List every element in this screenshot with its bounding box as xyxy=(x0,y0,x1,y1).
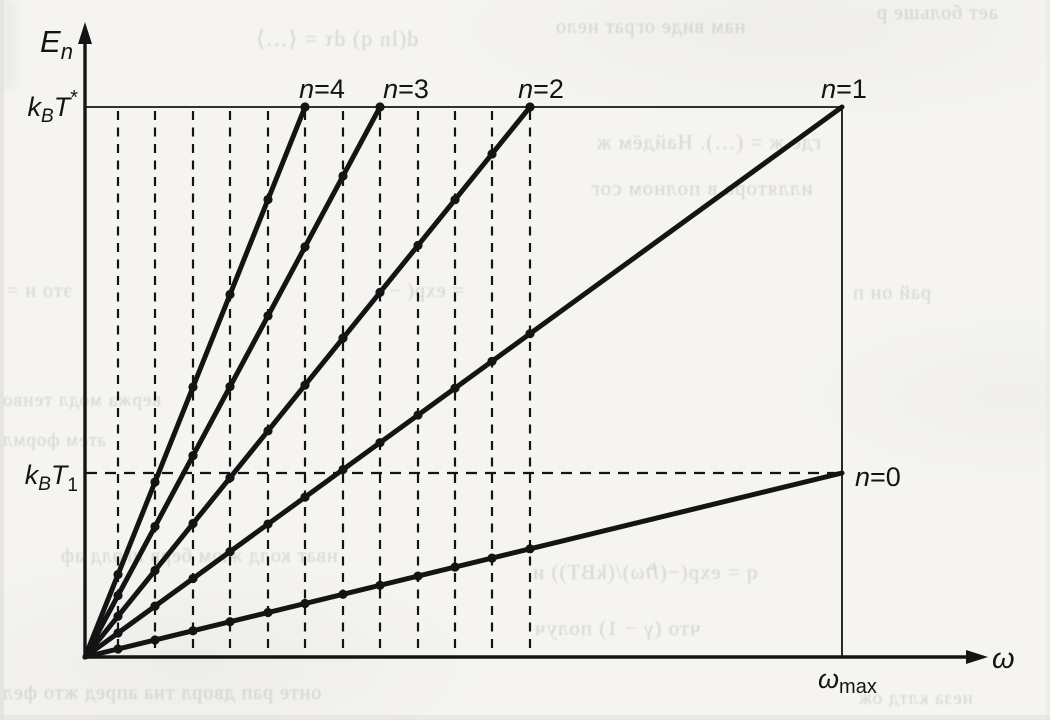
y-axis-title: En xyxy=(40,24,73,64)
data-point-n1 xyxy=(525,329,535,339)
data-point-n2 xyxy=(487,149,497,159)
data-point-n0 xyxy=(225,617,235,627)
data-point-n2 xyxy=(113,611,123,621)
data-point-n0 xyxy=(413,571,423,581)
data-point-n1 xyxy=(338,464,348,475)
data-point-n1 xyxy=(188,573,198,584)
series-label-n0: n=0 xyxy=(855,462,901,492)
data-point-n0 xyxy=(487,553,497,563)
y-axis-arrowhead xyxy=(78,22,92,44)
data-point-n0 xyxy=(375,580,385,590)
data-point-n4 xyxy=(300,102,310,112)
series-labels: n=4 n=3 n=2 n=1 n=0 xyxy=(299,74,901,492)
series-label-n3: n=3 xyxy=(383,74,429,104)
data-point-n0 xyxy=(150,635,160,645)
data-point-n1 xyxy=(487,356,497,366)
data-point-n0 xyxy=(113,644,123,654)
data-point-n3 xyxy=(188,451,198,461)
data-point-n4 xyxy=(263,194,273,205)
y-tick-kbt-star: kBT* xyxy=(28,87,79,127)
data-point-n2 xyxy=(450,195,460,205)
data-point-n2 xyxy=(338,333,348,343)
data-point-n3 xyxy=(338,171,348,181)
data-point-n2 xyxy=(413,240,423,251)
data-point-n1 xyxy=(225,547,235,557)
data-point-n3 xyxy=(300,242,310,252)
data-point-n0 xyxy=(263,607,273,618)
data-point-n2 xyxy=(188,518,198,529)
data-point-n2 xyxy=(263,426,273,436)
data-point-n0 xyxy=(300,598,310,609)
data-point-n2 xyxy=(375,287,385,297)
data-point-n1 xyxy=(113,628,123,638)
data-point-n1 xyxy=(450,383,460,393)
data-point-n3 xyxy=(263,311,273,321)
x-axis-arrowhead xyxy=(966,650,988,664)
series-label-n2: n=2 xyxy=(518,74,564,104)
x-tick-omega-max: ωmax xyxy=(818,664,877,698)
data-point-n3 xyxy=(225,382,235,392)
series-line-n1 xyxy=(82,104,845,660)
data-point-n0 xyxy=(450,562,460,572)
series-label-n4: n=4 xyxy=(299,74,345,104)
data-point-n4 xyxy=(188,382,198,392)
data-point-n3 xyxy=(113,590,123,601)
data-point-n0 xyxy=(188,626,198,636)
data-point-n2 xyxy=(300,380,310,390)
series-line-n0 xyxy=(82,470,845,660)
series-line-n3 xyxy=(82,104,383,660)
data-point-n2 xyxy=(225,473,235,483)
data-point-n1 xyxy=(413,410,423,420)
data-point-n2 xyxy=(525,102,535,112)
data-point-n4 xyxy=(150,477,160,487)
data-point-n4 xyxy=(113,569,123,580)
data-point-n0 xyxy=(338,589,348,599)
y-tick-kbt-1: kBT1 xyxy=(25,460,78,496)
data-point-n1 xyxy=(150,601,160,611)
data-point-n1 xyxy=(375,438,385,448)
data-point-n3 xyxy=(375,102,385,112)
figure-geometry xyxy=(78,22,988,664)
data-point-n0 xyxy=(525,544,535,554)
data-point-n1 xyxy=(300,492,310,502)
series-label-n1: n=1 xyxy=(821,74,867,104)
data-point-n2 xyxy=(150,565,160,576)
data-point-n3 xyxy=(150,521,160,532)
data-point-n4 xyxy=(225,289,235,300)
data-point-n1 xyxy=(263,519,273,529)
x-axis-title: ω xyxy=(992,643,1015,675)
